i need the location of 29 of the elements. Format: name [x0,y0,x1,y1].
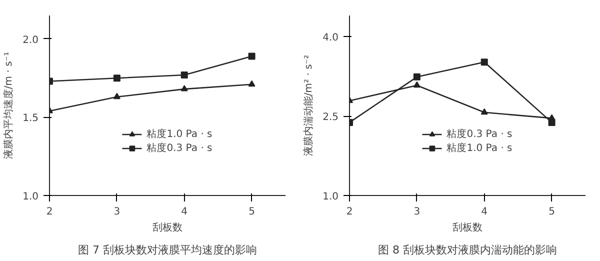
legend-label: 粘度0.3 Pa · s [146,142,212,155]
x-tick-label: 5 [248,206,255,218]
x-tick-label: 4 [481,206,488,218]
legend-label: 粘度1.0 Pa · s [446,142,512,155]
legend-label: 粘度1.0 Pa · s [146,128,212,141]
point [413,81,420,88]
point [480,108,488,115]
y-tick-label: 1.0 [22,192,39,202]
y-tick-label: 1.0 [322,192,339,202]
point [480,58,488,66]
text: 图 8 刮板块数对液膜内湍动能的影响 [378,244,558,256]
y-tick-label: 4.0 [322,32,339,44]
x-tick-label: 4 [181,206,188,218]
point [413,73,420,80]
x-tick-label: 5 [548,206,555,218]
y-tick-label: 1.5 [22,113,39,124]
y-axis-title: 液膜内平均速度/m · s⁻¹ [2,52,15,160]
x-tick-label: 2 [46,206,53,218]
point [548,118,556,126]
y-tick-label: 2.0 [22,34,39,46]
y-axis-title: 液膜内湍动能/m² · s⁻² [302,54,315,156]
x-tick-label: 2 [346,206,353,218]
text: 图 7 刮板块数对液膜平均速度的影响 [78,244,258,256]
legend-label: 粘度0.3 Pa · s [446,128,512,141]
x-axis-title: 刮板数 [452,222,482,234]
x-tick-label: 3 [414,206,420,218]
x-tick-label: 3 [114,206,120,218]
x-axis-title: 刮板数 [152,222,182,234]
y-tick-label: 2.5 [322,112,339,124]
